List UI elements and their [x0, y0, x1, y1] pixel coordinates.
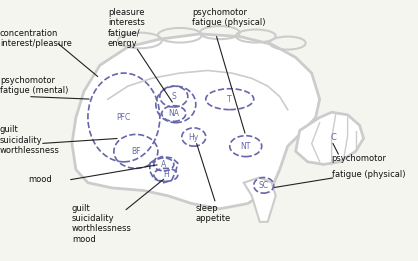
Text: BF: BF: [131, 147, 140, 156]
Text: NT: NT: [240, 142, 251, 151]
Text: H: H: [163, 170, 169, 179]
Text: psychomotor
fatigue (mental): psychomotor fatigue (mental): [0, 76, 69, 95]
Text: fatigue (physical): fatigue (physical): [331, 170, 405, 179]
Text: A: A: [161, 160, 166, 169]
Text: concentration
interest/pleasure: concentration interest/pleasure: [0, 29, 72, 48]
Text: Hy: Hy: [189, 133, 199, 141]
Text: mood: mood: [28, 175, 52, 184]
Polygon shape: [296, 112, 364, 164]
Text: T: T: [227, 95, 232, 104]
Text: guilt
suicidality
worthlessness
mood: guilt suicidality worthlessness mood: [72, 204, 132, 244]
Polygon shape: [244, 177, 276, 222]
Text: sleep
appetite: sleep appetite: [196, 204, 231, 223]
Text: C: C: [331, 133, 336, 141]
Text: psychomotor: psychomotor: [331, 154, 387, 163]
Text: PFC: PFC: [117, 113, 131, 122]
Text: S: S: [171, 92, 176, 101]
Polygon shape: [72, 34, 320, 209]
Text: psychomotor
fatigue (physical): psychomotor fatigue (physical): [192, 8, 265, 27]
Text: pleasure
interests
fatigue/
energy: pleasure interests fatigue/ energy: [108, 8, 145, 48]
Text: NA: NA: [168, 109, 179, 118]
Text: SC: SC: [259, 181, 269, 190]
Text: guilt
suicidality
worthlessness: guilt suicidality worthlessness: [0, 125, 60, 155]
